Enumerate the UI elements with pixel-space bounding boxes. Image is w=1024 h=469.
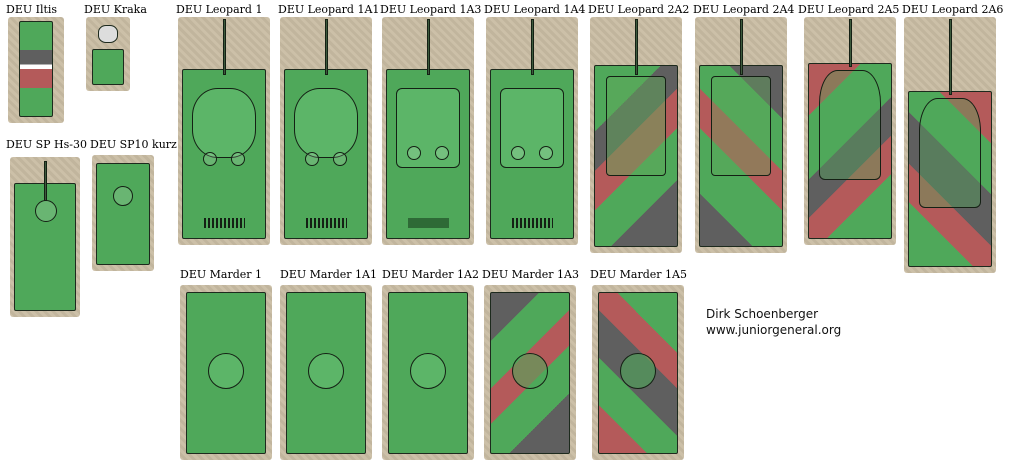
leopard1-turret [192, 88, 256, 158]
leopard1a4-turret [500, 88, 564, 168]
label-leopard2a5: DEU Leopard 2A5 [798, 3, 900, 16]
label-marder1a3: DEU Marder 1A3 [482, 268, 579, 281]
label-marder1a1: DEU Marder 1A1 [280, 268, 377, 281]
label-leopard2a4: DEU Leopard 2A4 [693, 3, 795, 16]
tile-leopard2a6 [904, 17, 996, 273]
marder1-vehicle-sprite [186, 292, 266, 454]
kraka-wheels-sprite [98, 25, 118, 43]
tile-iltis [8, 17, 64, 123]
sp10kurz-vehicle-sprite [96, 163, 150, 265]
leopard1a1-turret [294, 88, 358, 158]
label-leopard1a1: DEU Leopard 1A1 [278, 3, 380, 16]
marder1a5-turret [620, 353, 656, 389]
leopard1a3-gun-barrel [426, 19, 430, 75]
leopard1a4-hatch-left-icon [511, 146, 525, 160]
leopard2a4-gun-barrel [739, 19, 743, 75]
tile-leopard1a4 [486, 17, 578, 245]
leopard1-gun-barrel [222, 19, 226, 75]
credit-author: Dirk Schoenberger [706, 307, 819, 321]
leopard1a4-gun-barrel [530, 19, 534, 75]
label-leopard2a6: DEU Leopard 2A6 [902, 3, 1004, 16]
leopard1a1-hatch-right-icon [333, 152, 347, 166]
tile-leopard2a4 [695, 17, 787, 253]
leopard2a5-turret [819, 70, 881, 180]
sphs30-turret-icon [35, 200, 57, 222]
marder1a3-turret [512, 353, 548, 389]
leopard1a1-vehicle-sprite [284, 69, 368, 239]
tile-leopard2a5 [804, 17, 896, 245]
tile-kraka [86, 17, 130, 91]
leopard2a2-gun-barrel [634, 19, 638, 75]
kraka-vehicle-sprite [92, 49, 124, 85]
marder1a2-vehicle-sprite [388, 292, 468, 454]
leopard1a3-turret [396, 88, 460, 168]
leopard1a4-engine-grille [511, 218, 553, 228]
leopard1-hatch-right-icon [231, 152, 245, 166]
tile-leopard1a1 [280, 17, 372, 245]
marder1a1-turret [308, 353, 344, 389]
tile-marder1a1 [280, 285, 372, 460]
leopard2a5-vehicle-sprite [808, 63, 892, 239]
leopard2a5-gun-barrel [848, 19, 852, 67]
marder1a2-turret [410, 353, 446, 389]
label-marder1a5: DEU Marder 1A5 [590, 268, 687, 281]
sp10kurz-turret-icon [113, 186, 133, 206]
leopard2a6-gun-barrel [948, 19, 952, 95]
credit-site-link[interactable]: www.juniorgeneral.org [706, 323, 842, 337]
tile-marder1a2 [382, 285, 474, 460]
leopard2a6-turret [919, 98, 981, 208]
leopard2a4-vehicle-sprite [699, 65, 783, 247]
leopard1a3-hatch-left-icon [407, 146, 421, 160]
label-marder1: DEU Marder 1 [180, 268, 263, 281]
tile-leopard1a3 [382, 17, 474, 245]
leopard2a4-turret [711, 76, 771, 176]
label-sphs30: DEU SP Hs-30 [6, 138, 88, 151]
leopard1a3-hatch-right-icon [435, 146, 449, 160]
label-sp10kurz: DEU SP10 kurz [90, 138, 177, 151]
label-kraka: DEU Kraka [84, 3, 147, 16]
label-marder1a2: DEU Marder 1A2 [382, 268, 479, 281]
marder1a1-vehicle-sprite [286, 292, 366, 454]
label-leopard1a3: DEU Leopard 1A3 [380, 3, 482, 16]
leopard2a6-vehicle-sprite [908, 91, 992, 267]
label-iltis: DEU Iltis [6, 3, 58, 16]
label-leopard1: DEU Leopard 1 [176, 3, 263, 16]
label-leopard2a2: DEU Leopard 2A2 [588, 3, 690, 16]
marder1a5-vehicle-sprite [598, 292, 678, 454]
marder1-turret [208, 353, 244, 389]
leopard2a2-turret [606, 76, 666, 176]
leopard1a3-vehicle-sprite [386, 69, 470, 239]
sphs30-vehicle-sprite [14, 183, 76, 311]
leopard1a3-engine-grille [407, 218, 449, 228]
tile-marder1a5 [592, 285, 684, 460]
tile-leopard1 [178, 17, 270, 245]
tile-sphs30 [10, 157, 80, 317]
tile-leopard2a2 [590, 17, 682, 253]
tile-sp10kurz [92, 155, 154, 271]
marder1a3-vehicle-sprite [490, 292, 570, 454]
leopard1a1-engine-grille [305, 218, 347, 228]
leopard1a1-hatch-left-icon [305, 152, 319, 166]
leopard1a4-hatch-right-icon [539, 146, 553, 160]
label-leopard1a4: DEU Leopard 1A4 [484, 3, 586, 16]
leopard1a4-vehicle-sprite [490, 69, 574, 239]
tile-marder1a3 [484, 285, 576, 460]
leopard1-engine-grille [203, 218, 245, 228]
leopard1-hatch-left-icon [203, 152, 217, 166]
sphs30-gun-barrel [43, 161, 47, 201]
leopard1a1-gun-barrel [324, 19, 328, 75]
iltis-vehicle-sprite [19, 21, 53, 117]
leopard1-vehicle-sprite [182, 69, 266, 239]
tile-marder1 [180, 285, 272, 460]
leopard2a2-vehicle-sprite [594, 65, 678, 247]
